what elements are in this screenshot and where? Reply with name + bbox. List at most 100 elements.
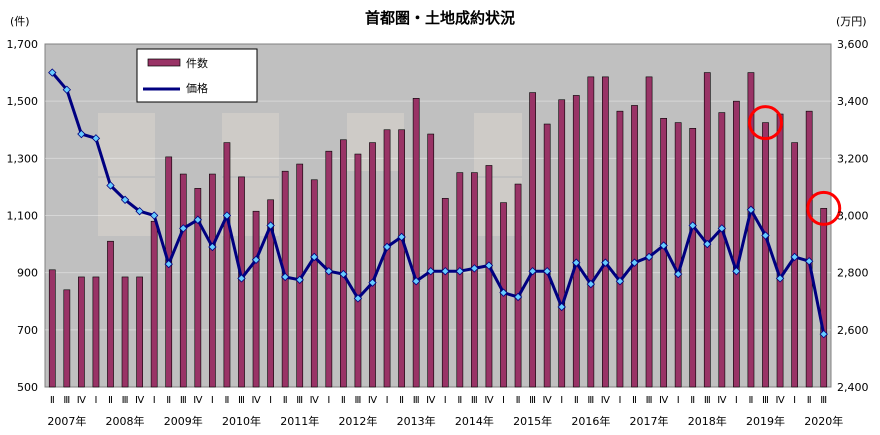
quarter-label: Ⅲ <box>354 395 361 406</box>
bar <box>398 129 405 388</box>
year-label: 2013年 <box>397 414 436 428</box>
bar <box>194 188 202 388</box>
bar <box>558 99 566 388</box>
quarter-label: Ⅱ <box>748 395 753 406</box>
price-point <box>164 259 173 269</box>
bar <box>471 172 478 388</box>
price-point <box>266 221 275 230</box>
bar <box>776 113 784 388</box>
left-tick-label: 700 <box>17 324 38 337</box>
bar <box>165 156 173 388</box>
bar <box>107 240 114 388</box>
price-point <box>208 242 217 252</box>
price-point <box>601 258 610 267</box>
price-point <box>630 258 639 267</box>
bar <box>616 110 624 388</box>
quarter-label: Ⅰ <box>94 395 97 406</box>
bar <box>514 183 522 388</box>
quarter-label: Ⅲ <box>820 395 827 406</box>
quarter-label: Ⅲ <box>646 395 653 406</box>
quarter-label: Ⅱ <box>574 395 579 406</box>
bar <box>136 276 143 388</box>
price-point <box>499 288 508 297</box>
bar <box>762 122 769 388</box>
bar <box>645 76 653 388</box>
year-label: 2008年 <box>106 414 145 428</box>
price-point <box>819 329 828 339</box>
year-label: 2016年 <box>571 414 610 428</box>
price-line <box>51 71 826 335</box>
bar <box>223 142 231 388</box>
bar <box>179 173 187 388</box>
price-point <box>586 279 595 289</box>
quarter-label: Ⅲ <box>238 395 245 406</box>
bar-series <box>48 72 828 388</box>
price-point <box>674 269 683 279</box>
bar <box>456 172 464 388</box>
bar <box>209 173 216 388</box>
x-axis-year-labels: 2007年 2008年 2009年 2010年 2011年 2012年 2013年 2014年… <box>47 414 843 428</box>
quarter-label: Ⅱ <box>457 395 462 406</box>
price-point <box>237 274 246 283</box>
bar <box>703 72 711 388</box>
quarter-label: Ⅳ <box>368 395 378 406</box>
year-label: 2018年 <box>688 414 727 428</box>
left-tick-label: 500 <box>17 381 38 394</box>
price-point <box>543 267 552 276</box>
price-point <box>732 267 741 276</box>
price-point <box>382 242 392 252</box>
bar <box>252 210 260 388</box>
price-point <box>368 278 377 287</box>
bar <box>572 95 580 388</box>
price-point <box>77 129 86 139</box>
bar <box>92 276 100 388</box>
quarter-label: Ⅰ <box>211 395 214 406</box>
bar <box>412 98 420 388</box>
price-point <box>106 181 115 190</box>
price-point <box>91 134 101 143</box>
price-point <box>470 264 479 273</box>
bar <box>48 269 56 388</box>
price-point <box>688 221 697 230</box>
year-label: 2017年 <box>630 414 669 428</box>
left-tick-label: 900 <box>17 267 38 280</box>
quarter-label: Ⅰ <box>153 395 156 406</box>
price-point <box>557 302 566 312</box>
quarter-label: Ⅳ <box>717 395 727 406</box>
year-label: 2014年 <box>455 414 494 428</box>
quarter-label: Ⅱ <box>50 395 55 406</box>
quarter-label: Ⅲ <box>413 395 420 406</box>
price-point <box>48 68 57 77</box>
price-point <box>775 274 785 283</box>
price-point <box>426 267 435 276</box>
right-tick-label: 3,200 <box>837 152 869 165</box>
price-point <box>179 224 188 233</box>
quarter-label: Ⅰ <box>735 395 738 406</box>
right-tick-label: 2,400 <box>837 381 869 394</box>
legend-bar-swatch <box>147 58 181 67</box>
legend-bar-label: 件数 <box>186 57 208 70</box>
price-point <box>441 267 450 276</box>
bar <box>529 92 536 388</box>
bar <box>791 142 798 388</box>
year-label: 2010年 <box>222 414 261 428</box>
quarter-label: Ⅱ <box>108 395 113 406</box>
quarter-label: Ⅳ <box>310 395 320 406</box>
price-point <box>528 267 537 276</box>
quarter-label: Ⅱ <box>690 395 695 406</box>
quarter-label: Ⅰ <box>677 395 680 406</box>
price-point <box>120 195 130 204</box>
price-point <box>310 252 319 262</box>
left-tick-label: 1,500 <box>7 95 39 108</box>
year-label: 2007年 <box>47 414 86 428</box>
highlight-circle <box>748 105 783 141</box>
bar <box>310 179 318 388</box>
quarter-label: Ⅱ <box>224 395 229 406</box>
quarter-label: Ⅰ <box>793 395 796 406</box>
price-point <box>222 211 232 220</box>
left-axis-unit: (件) <box>10 15 30 28</box>
quarter-label: Ⅰ <box>444 395 447 406</box>
quarter-label: Ⅲ <box>122 395 129 406</box>
quarter-label: Ⅳ <box>77 395 87 406</box>
quarter-label: Ⅳ <box>601 395 611 406</box>
